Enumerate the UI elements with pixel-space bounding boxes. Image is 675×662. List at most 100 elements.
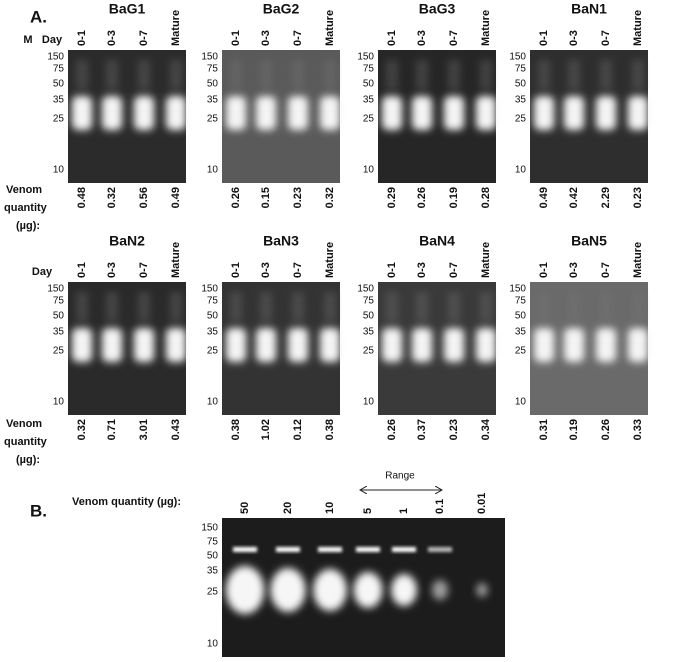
lane-label: Mature: [170, 242, 182, 278]
gel-band: [391, 574, 417, 606]
gel-smear: [568, 292, 580, 322]
lane-label: 0-1: [76, 30, 88, 46]
gel-smear: [76, 60, 88, 90]
gel-smear: [324, 292, 336, 322]
gel-band: [476, 328, 496, 362]
lane-label: 0-1: [386, 30, 398, 46]
gel-smear: [106, 292, 118, 322]
quantity-value: 0.42: [568, 187, 580, 208]
gel-band: [270, 568, 306, 612]
gel-title: BaG1: [109, 1, 146, 17]
lane-label: 0-3: [568, 30, 580, 46]
quantity-value: 0.48: [76, 187, 88, 208]
marker-label: 10: [207, 639, 219, 650]
lane-label: Mature: [480, 10, 492, 46]
quantity-value: 0.26: [600, 419, 612, 440]
quantity-value: 0.33: [632, 419, 644, 440]
lane-label: 0-3: [416, 262, 428, 278]
marker-label: 10: [53, 397, 65, 408]
marker-label: 25: [207, 346, 219, 357]
quantity-value: 0.19: [448, 187, 460, 208]
gel-title: BaN1: [571, 1, 607, 17]
gel-band: [382, 96, 402, 130]
gel-smear: [480, 292, 492, 322]
quantity-value: 20: [282, 502, 294, 514]
marker-label: 150: [201, 52, 218, 63]
gel-band: [444, 328, 464, 362]
gel-band: [444, 96, 464, 130]
quantity-label: Venom: [6, 418, 42, 430]
marker-label: 150: [47, 52, 64, 63]
marker-label: 35: [515, 327, 527, 338]
marker-label: 50: [363, 79, 375, 90]
gel-smear: [386, 292, 398, 322]
gel-smear: [568, 60, 580, 90]
gel-band: [276, 547, 300, 552]
gel-band: [353, 572, 383, 608]
gel-band: [564, 96, 584, 130]
gel-band: [134, 96, 154, 130]
gel-band: [628, 96, 648, 130]
marker-label: 75: [515, 296, 527, 307]
quantity-value: 2.29: [600, 187, 612, 208]
marker-label: 10: [515, 397, 527, 408]
gel-smear: [448, 60, 460, 90]
gel-band: [166, 328, 186, 362]
marker-label: 75: [53, 64, 65, 75]
lane-label: Mature: [480, 242, 492, 278]
quantity-value: 0.26: [386, 419, 398, 440]
gel-smear: [106, 60, 118, 90]
marker-label: 150: [509, 52, 526, 63]
marker-label: 10: [363, 397, 375, 408]
marker-label: 75: [207, 64, 219, 75]
quantity-label: quantity: [4, 202, 48, 214]
gel-band: [72, 328, 92, 362]
gel-title: BaN2: [109, 233, 145, 249]
gel-band: [412, 96, 432, 130]
lane-label: 0-3: [260, 262, 272, 278]
lane-label: 0-1: [538, 262, 550, 278]
quantity-label: quantity: [4, 436, 48, 448]
gel-band: [432, 580, 448, 600]
marker-label: 35: [363, 95, 375, 106]
gel-smear: [230, 292, 242, 322]
gel-band: [534, 96, 554, 130]
gel-band: [320, 328, 340, 362]
range-label: Range: [385, 471, 415, 482]
quantity-value: 0.26: [416, 187, 428, 208]
gel-band: [476, 96, 496, 130]
quantity-value: 0.38: [230, 419, 242, 440]
marker-label: 150: [201, 523, 218, 534]
marker-label: 35: [207, 566, 219, 577]
gel-band: [534, 328, 554, 362]
quantity-value: 0.26: [230, 187, 242, 208]
gel-band: [318, 547, 342, 552]
marker-label: 150: [47, 284, 64, 295]
marker-label: 50: [363, 311, 375, 322]
gel-smear: [416, 60, 428, 90]
lane-label: Mature: [632, 242, 644, 278]
gel-band: [288, 96, 308, 130]
gel-band: [225, 566, 265, 614]
quantity-value: 1: [398, 508, 410, 514]
lane-label: 0-1: [386, 262, 398, 278]
gel-band: [628, 328, 648, 362]
gel-band: [564, 328, 584, 362]
lane-label: 0-1: [230, 30, 242, 46]
lane-label: 0-1: [76, 262, 88, 278]
gel-smear: [632, 292, 644, 322]
lane-label: 0-7: [292, 262, 304, 278]
lane-label: Mature: [324, 10, 336, 46]
gel-smear: [600, 292, 612, 322]
gel-band: [102, 96, 122, 130]
marker-label: 25: [363, 114, 375, 125]
gel-band: [233, 547, 257, 552]
lane-label: 0-1: [538, 30, 550, 46]
marker-label: 35: [53, 327, 65, 338]
quantity-value: 0.37: [416, 419, 428, 440]
quantity-value: 0.56: [138, 187, 150, 208]
quantity-label: Venom: [6, 184, 42, 196]
marker-label: 35: [207, 327, 219, 338]
gel-smear: [386, 60, 398, 90]
